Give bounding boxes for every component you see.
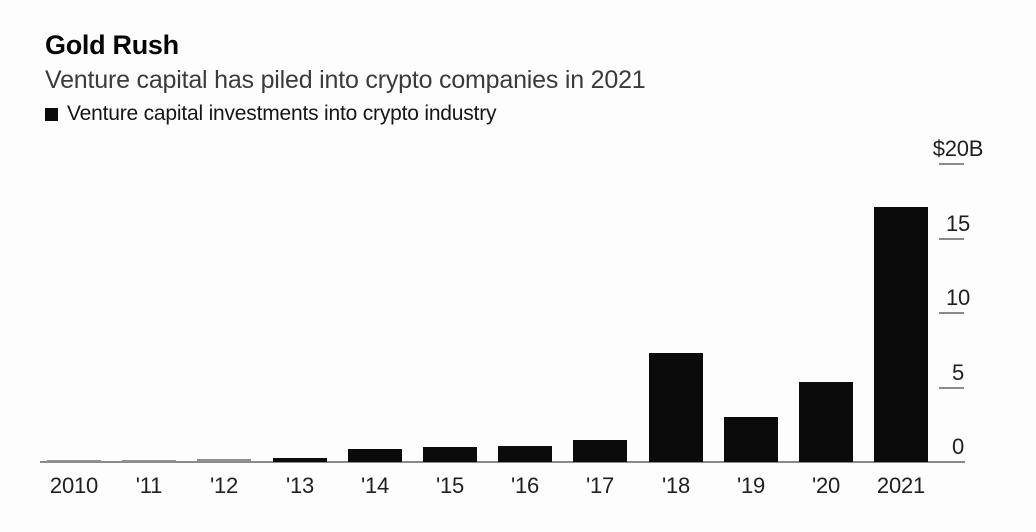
y-tick-label: 10 [945, 285, 971, 310]
x-tick-label: '14 [360, 473, 390, 498]
x-tick-label: '16 [510, 473, 540, 498]
x-tick-label: '20 [811, 473, 841, 498]
chart-legend: Venture capital investments into crypto … [45, 102, 496, 126]
x-axis-line [40, 461, 965, 463]
bar-19 [724, 417, 778, 462]
bar-2021 [874, 207, 928, 462]
page-title: Gold Rush [45, 30, 179, 60]
x-tick-label: 2021 [876, 473, 926, 498]
x-tick-label: '13 [285, 473, 315, 498]
y-tick-label: 5 [951, 360, 965, 385]
y-tick-mark [939, 238, 964, 240]
y-tick-label: $20B [932, 136, 984, 161]
bar-15 [423, 447, 477, 462]
bar-17 [573, 440, 627, 462]
x-tick-label: '15 [435, 473, 465, 498]
x-tick-label: 2010 [49, 473, 99, 498]
y-tick-label: 15 [945, 211, 971, 236]
x-tick-label: '18 [661, 473, 691, 498]
bar-14 [348, 449, 402, 462]
y-tick-mark [939, 387, 964, 389]
bar-16 [498, 446, 552, 462]
legend-label: Venture capital investments into crypto … [67, 102, 497, 125]
bar-2010 [47, 460, 101, 462]
bar-18 [649, 353, 703, 462]
bar-12 [197, 459, 251, 462]
x-tick-label: '19 [736, 473, 766, 498]
x-tick-label: '11 [135, 473, 163, 498]
y-tick-mark [939, 312, 964, 314]
bar-20 [799, 382, 853, 462]
legend-square-icon [45, 107, 58, 121]
x-tick-label: '17 [585, 473, 615, 498]
bar-13 [273, 458, 327, 462]
chart-subtitle: Venture capital has piled into crypto co… [45, 66, 646, 94]
y-tick-mark [939, 163, 964, 165]
x-tick-label: '12 [209, 473, 239, 498]
y-tick-label: 0 [951, 434, 965, 459]
bar-11 [122, 460, 176, 462]
